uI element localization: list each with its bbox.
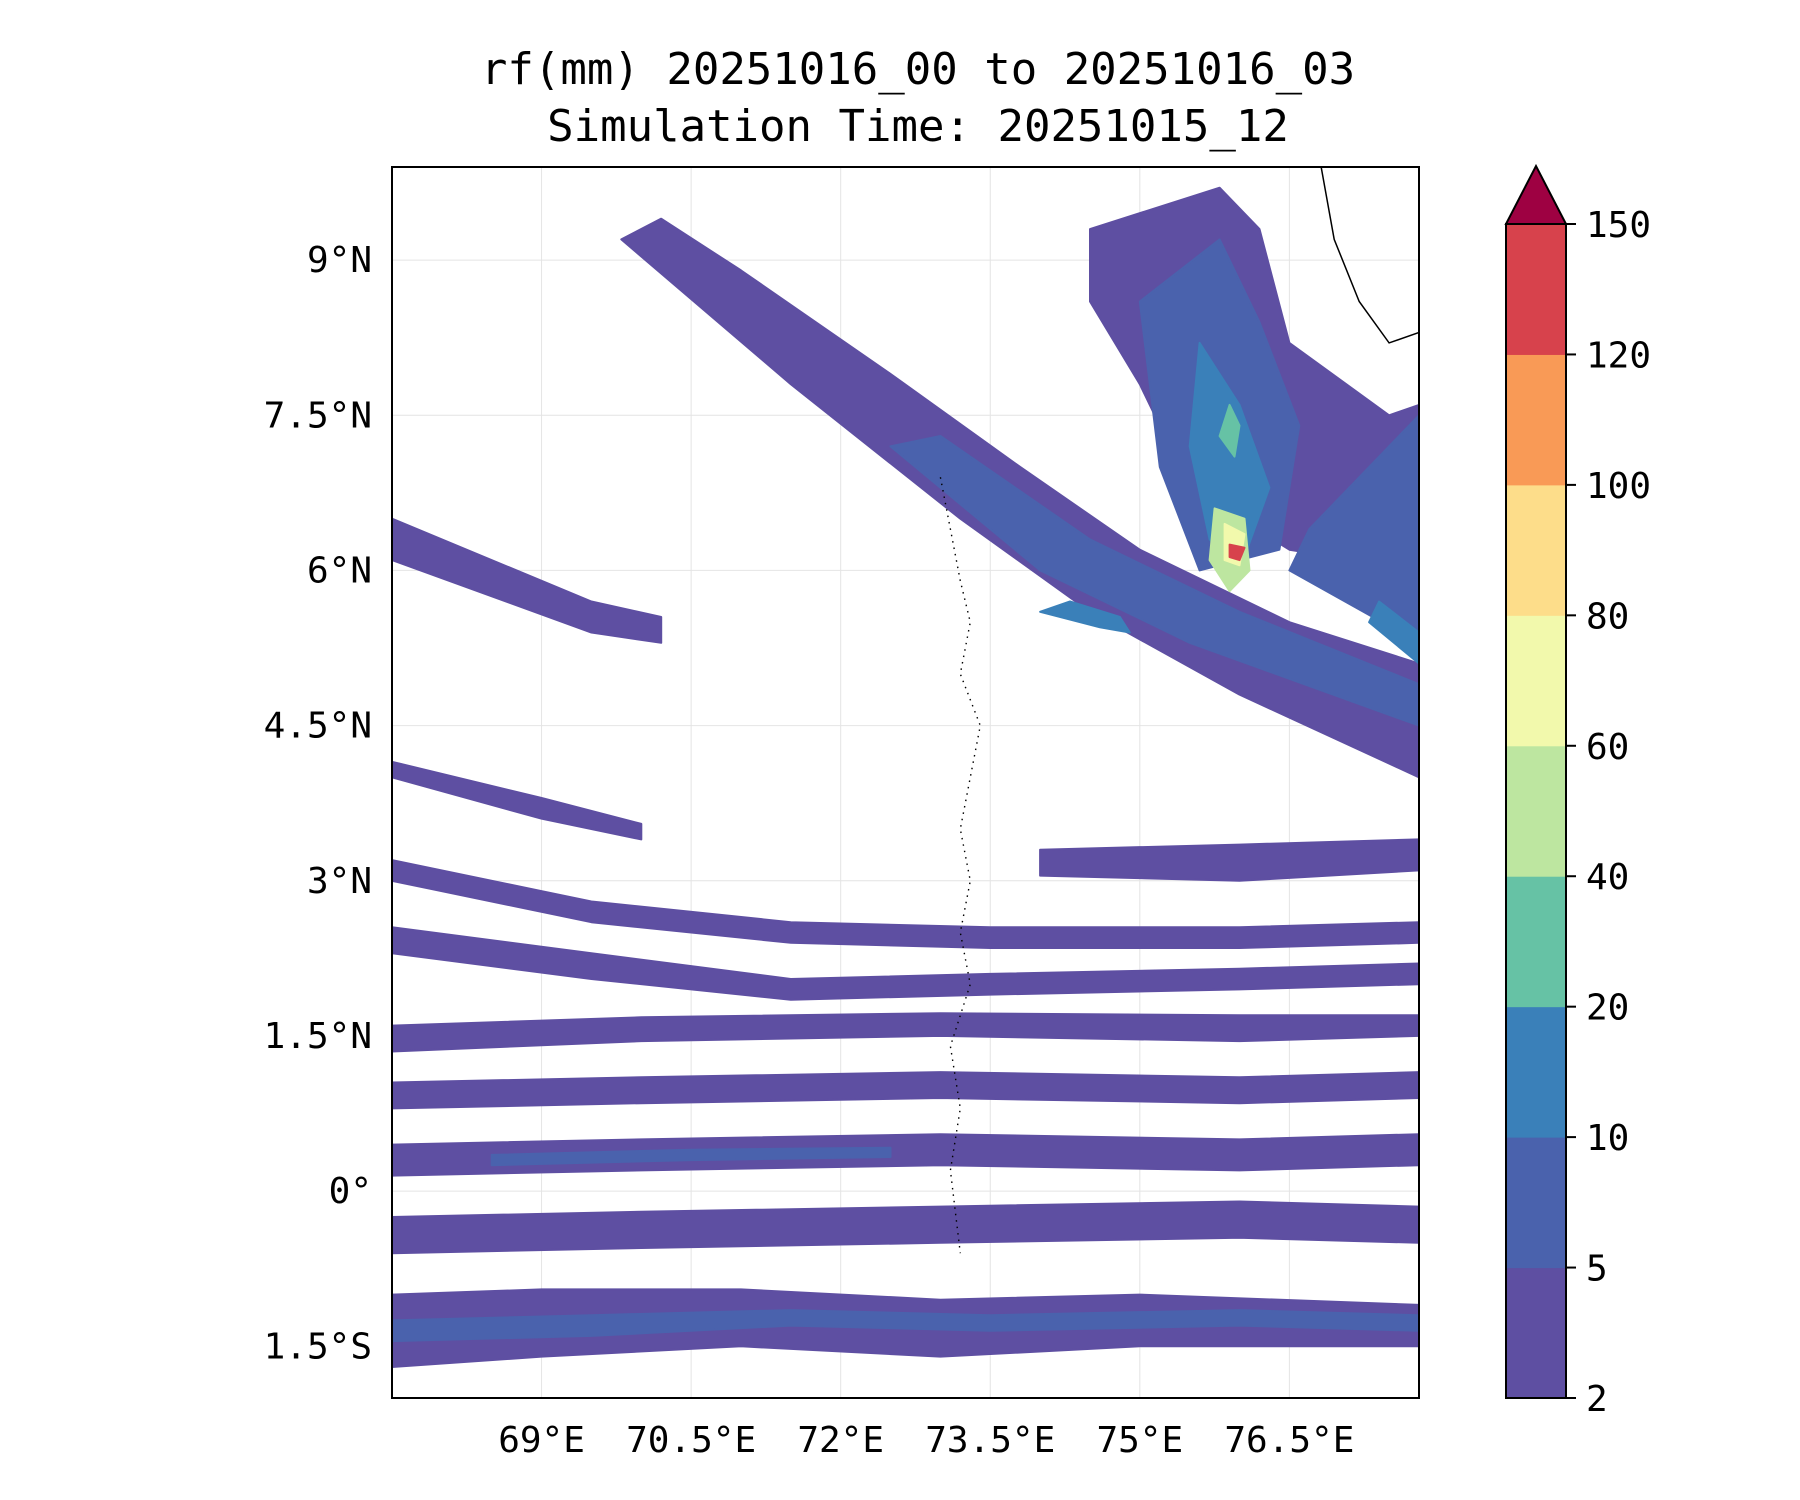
map-title-line-1: rf(mm) 20251016_00 to 20251016_03 bbox=[480, 44, 1356, 95]
colorbar-tick-label: 5 bbox=[1586, 1249, 1608, 1290]
lat-tick-label: 7.5°N bbox=[264, 395, 372, 436]
lon-tick-label: 75°E bbox=[1096, 1420, 1183, 1461]
colorbar-tick-label: 2 bbox=[1586, 1379, 1608, 1420]
rain-contour bbox=[889, 435, 1419, 727]
lat-tick-label: 1.5°S bbox=[264, 1326, 372, 1367]
rain-contour bbox=[392, 517, 663, 644]
rain-contour bbox=[490, 1146, 892, 1167]
colorbar-extend-arrow bbox=[1504, 163, 1568, 225]
rainfall-contours bbox=[392, 186, 1419, 1368]
colorbar-segment bbox=[1506, 876, 1566, 1008]
coastline bbox=[1320, 167, 1419, 344]
colorbar-segment bbox=[1506, 224, 1566, 355]
rain-contour bbox=[1039, 838, 1419, 882]
colorbar-segment bbox=[1506, 484, 1566, 616]
map-area bbox=[391, 166, 1420, 1399]
lat-tick-label: 9°N bbox=[307, 240, 372, 281]
colorbar-segment bbox=[1506, 745, 1566, 877]
lon-tick-label: 69°E bbox=[498, 1420, 585, 1461]
map-frame bbox=[391, 166, 1420, 1399]
colorbar-tick-label: 120 bbox=[1586, 335, 1651, 376]
lat-tick-label: 4.5°N bbox=[264, 706, 372, 747]
colorbar-segment bbox=[1506, 615, 1566, 747]
lon-tick-label: 72°E bbox=[797, 1420, 884, 1461]
colorbar-tick-label: 100 bbox=[1586, 466, 1651, 507]
rain-contour bbox=[392, 859, 1419, 949]
rain-contour bbox=[1228, 543, 1246, 562]
lat-tick-label: 3°N bbox=[307, 861, 372, 902]
rain-contour bbox=[1368, 600, 1419, 665]
lat-tick-label: 6°N bbox=[307, 550, 372, 591]
rain-contour bbox=[1218, 403, 1241, 458]
lat-tick-label: 1.5°N bbox=[264, 1016, 372, 1057]
colorbar-tick-label: 80 bbox=[1586, 596, 1629, 637]
colorbar-frame bbox=[1505, 223, 1567, 1399]
lat-tick-label: 0° bbox=[329, 1171, 372, 1212]
colorbar-tick-label: 40 bbox=[1586, 857, 1629, 898]
lon-tick-label: 70.5°E bbox=[626, 1420, 756, 1461]
colorbar-segment bbox=[1506, 1006, 1566, 1138]
rain-contour bbox=[392, 1012, 1419, 1053]
colorbar-tick-label: 20 bbox=[1586, 988, 1629, 1029]
lon-tick-label: 76.5°E bbox=[1224, 1420, 1354, 1461]
colorbar-tick-label: 60 bbox=[1586, 727, 1629, 768]
map-title-line-2: Simulation Time: 20251015_12 bbox=[547, 101, 1289, 152]
latitude-tick-labels: 9°N 7.5°N 6°N 4.5°N 3°N 1.5°N 0° 1.5°S bbox=[264, 240, 372, 1367]
rain-contour bbox=[392, 1200, 1419, 1255]
lon-tick-label: 73.5°E bbox=[925, 1420, 1055, 1461]
colorbar-segment bbox=[1506, 354, 1566, 486]
rain-contour bbox=[1039, 600, 1131, 634]
rain-contour bbox=[392, 1071, 1419, 1110]
rain-contour bbox=[392, 1309, 1419, 1343]
rain-contour bbox=[392, 926, 1419, 1001]
colorbar-tick-label: 10 bbox=[1586, 1118, 1629, 1159]
rain-contour bbox=[392, 760, 643, 841]
coastlines bbox=[939, 167, 1419, 1254]
colorbar: 2 5 10 20 40 60 80 100 120 150 bbox=[1504, 163, 1651, 1420]
colorbar-segment bbox=[1506, 1137, 1566, 1269]
longitude-tick-labels: 69°E 70.5°E 72°E 73.5°E 75°E 76.5°E bbox=[498, 1420, 1354, 1461]
rain-contour bbox=[392, 1133, 1419, 1177]
colorbar-segment bbox=[1506, 1267, 1566, 1399]
colorbar-tick-label: 150 bbox=[1586, 205, 1651, 246]
